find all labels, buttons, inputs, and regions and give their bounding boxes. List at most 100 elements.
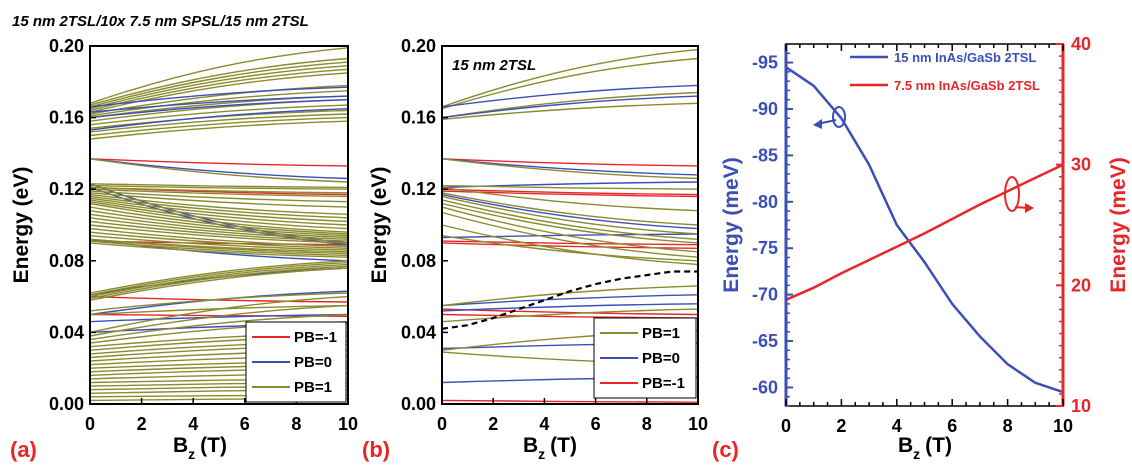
panel-b-y-axis-label: Energy (eV) [368, 167, 391, 284]
x-tick-label: 4 [188, 414, 198, 434]
series-line [785, 163, 1064, 301]
series-line [89, 260, 349, 294]
series-line [89, 61, 349, 108]
y-tick-label-left: -80 [752, 192, 778, 212]
panel-c-blue-ellipse [832, 106, 846, 128]
x-tick-label: 0 [781, 416, 791, 436]
series-line [441, 240, 699, 246]
panel-a-y-axis-label: Energy (eV) [10, 167, 33, 284]
series-line [89, 197, 349, 223]
panel-a-title: 15 nm 2TSL/10x 7.5 nm SPSL/15 nm 2TSL [12, 13, 309, 30]
series-line [441, 206, 699, 253]
series-line [89, 158, 349, 167]
y-tick-label: 0.12 [49, 179, 84, 199]
panel-c-x-axis-label: Bz (T) [898, 434, 952, 462]
series-line [89, 68, 349, 112]
series-line [89, 304, 349, 337]
y-tick-label: 0.16 [401, 108, 436, 128]
panel-c-frame [785, 43, 1064, 407]
series-line [441, 158, 699, 167]
panel-c-blue-series-marker [813, 106, 846, 129]
y-tick-label: 0.20 [49, 36, 84, 56]
series-line [89, 192, 349, 208]
y-tick-label-left: -95 [752, 53, 778, 73]
x-tick-label: 6 [591, 414, 601, 434]
panel-c-left-y-axis-label: Energy (meV) [720, 157, 743, 292]
series-line [89, 99, 349, 119]
x-tick-label: 10 [338, 414, 358, 434]
series-line [441, 294, 699, 307]
x-tick-label: 0 [437, 414, 447, 434]
series-line [441, 184, 699, 190]
panel-a-x-axis-label: Bz (T) [173, 434, 227, 462]
x-tick-label: 8 [1003, 416, 1013, 436]
series-line [89, 235, 349, 251]
series-line [89, 217, 349, 240]
series-line [89, 267, 349, 301]
y-tick-label: 0.20 [401, 36, 436, 56]
y-tick-label-left: -70 [752, 285, 778, 305]
y-tick-label-left: -65 [752, 331, 778, 351]
panel-b-series [441, 48, 699, 403]
x-tick-label: 8 [291, 414, 301, 434]
x-tick-label: 4 [539, 414, 549, 434]
panel-b-x-axis-label: Bz (T) [523, 434, 577, 462]
y-tick-label: 0.08 [401, 251, 436, 271]
series-line [441, 270, 698, 330]
panel-c: 0 2 4 6 8 10 -95 -90 -85 -80 -75 -70 -65 -60 10 20 30 4… [712, 34, 1130, 462]
y-tick-label-right: 10 [1071, 396, 1091, 416]
panel-b-x-ticks: 0 2 4 6 8 10 [437, 398, 708, 434]
y-tick-label: 0.08 [49, 251, 84, 271]
panel-c-x-ticks: 0 2 4 6 8 10 [781, 44, 1073, 436]
x-tick-label: 6 [947, 416, 957, 436]
series-line [441, 186, 699, 212]
series-line [441, 285, 699, 307]
panel-c-right-y-axis-label: Energy (meV) [1107, 157, 1130, 292]
panel-c-series [785, 66, 1064, 394]
series-line [441, 95, 699, 119]
series-line [441, 91, 699, 119]
series-line [89, 86, 349, 108]
panel-c-legend-label: 15 nm InAs/GaSb 2TSL [894, 50, 1036, 65]
panel-a: 15 nm 2TSL/10x 7.5 nm SPSL/15 nm 2TSL 0 2… [10, 13, 358, 462]
y-tick-label: 0.00 [401, 394, 436, 414]
series-line [89, 158, 349, 183]
series-line [89, 190, 349, 203]
series-line [441, 202, 699, 244]
series-line [89, 202, 349, 233]
series-line [441, 399, 699, 403]
series-line [89, 90, 349, 117]
panel-c-y-ticks-right: 10 20 30 40 [1056, 34, 1091, 416]
x-tick-label: 2 [137, 414, 147, 434]
series-line [441, 195, 699, 235]
y-tick-label: 0.04 [49, 322, 84, 342]
panel-b-legend-label: PB=0 [642, 350, 680, 367]
panel-a-label: (a) [10, 437, 37, 462]
x-tick-label: 6 [240, 414, 250, 434]
x-tick-label: 0 [85, 414, 95, 434]
series-line [89, 231, 349, 249]
series-line [89, 265, 349, 300]
panel-a-legend-label: PB=-1 [294, 329, 337, 346]
series-line [441, 199, 699, 240]
x-tick-label: 8 [642, 414, 652, 434]
series-line [441, 224, 699, 266]
panel-a-x-ticks: 0 2 4 6 8 10 [85, 398, 358, 434]
series-line [441, 233, 699, 239]
series-line [89, 240, 349, 257]
series-line [441, 158, 699, 176]
y-tick-label: 0.12 [401, 179, 436, 199]
series-line [441, 235, 699, 262]
series-line [89, 261, 349, 296]
series-line [89, 213, 349, 239]
x-tick-label: 2 [488, 414, 498, 434]
panel-a-legend: PB=-1 PB=0 PB=1 [245, 321, 347, 403]
series-line [89, 313, 349, 341]
panel-c-red-arrowhead [1025, 203, 1034, 213]
x-tick-label: 2 [836, 416, 846, 436]
series-line [441, 158, 699, 180]
series-line [441, 188, 699, 196]
series-line [89, 195, 349, 219]
panel-b-legend-label: PB=1 [642, 325, 680, 342]
